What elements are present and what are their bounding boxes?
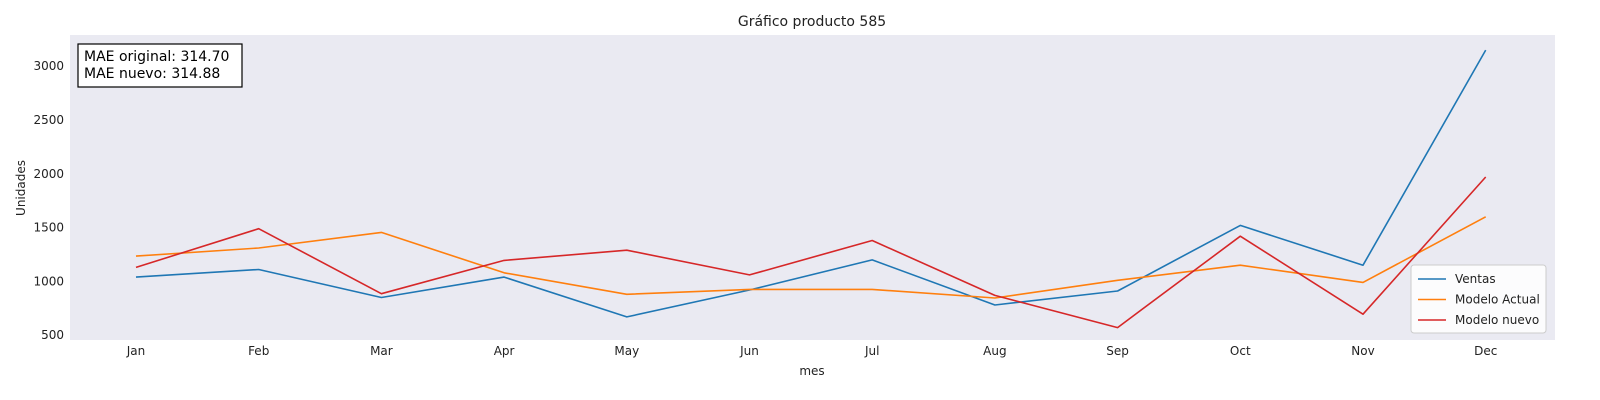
legend-label: Ventas [1455,272,1496,286]
chart-title: Gráfico producto 585 [738,14,886,30]
x-tick-label: Sep [1106,344,1129,358]
y-axis-label: Unidades [14,160,28,216]
y-tick-label: 3000 [33,59,64,73]
y-tick-label: 2000 [33,167,64,181]
series-lines [135,49,1487,329]
y-tick-label: 1500 [33,221,64,235]
y-tick-label: 1000 [33,274,64,288]
x-tick-label: Jul [864,344,879,358]
legend-frame [1410,264,1547,334]
x-tick-label: Apr [494,344,515,358]
y-tick-label: 500 [41,328,64,342]
x-tick-label: Nov [1351,344,1374,358]
series-line-2 [135,216,1487,299]
legend: Ventas Modelo Actual Modelo nuevo [1410,264,1547,334]
legend-label: Modelo Actual [1455,293,1540,307]
series-line-3 [135,176,1487,329]
x-tick-label: Jan [126,344,146,358]
x-tick-label: Oct [1230,344,1251,358]
x-axis-ticks: Jan Feb Mar Apr May Jun Jul Aug Sep Oct Nov Dec [126,344,1498,358]
x-tick-label: Mar [370,344,393,358]
mae-nuevo-label: MAE nuevo: 314.88 [84,66,220,82]
mae-original-label: MAE original: 314.70 [84,49,229,65]
x-tick-label: May [614,344,639,358]
y-axis-ticks: 500 1000 1500 2000 2500 3000 [33,59,64,342]
metrics-box-frame [77,43,243,88]
x-tick-label: Dec [1474,344,1497,358]
series-line-1 [135,49,1487,318]
x-tick-label: Jun [739,344,759,358]
y-tick-label: 2500 [33,113,64,127]
metrics-box: MAE original: 314.70 MAE nuevo: 314.88 [77,43,243,88]
x-tick-label: Aug [983,344,1006,358]
legend-label: Modelo nuevo [1455,313,1539,327]
x-tick-label: Feb [248,344,269,358]
x-axis-label: mes [799,364,824,378]
